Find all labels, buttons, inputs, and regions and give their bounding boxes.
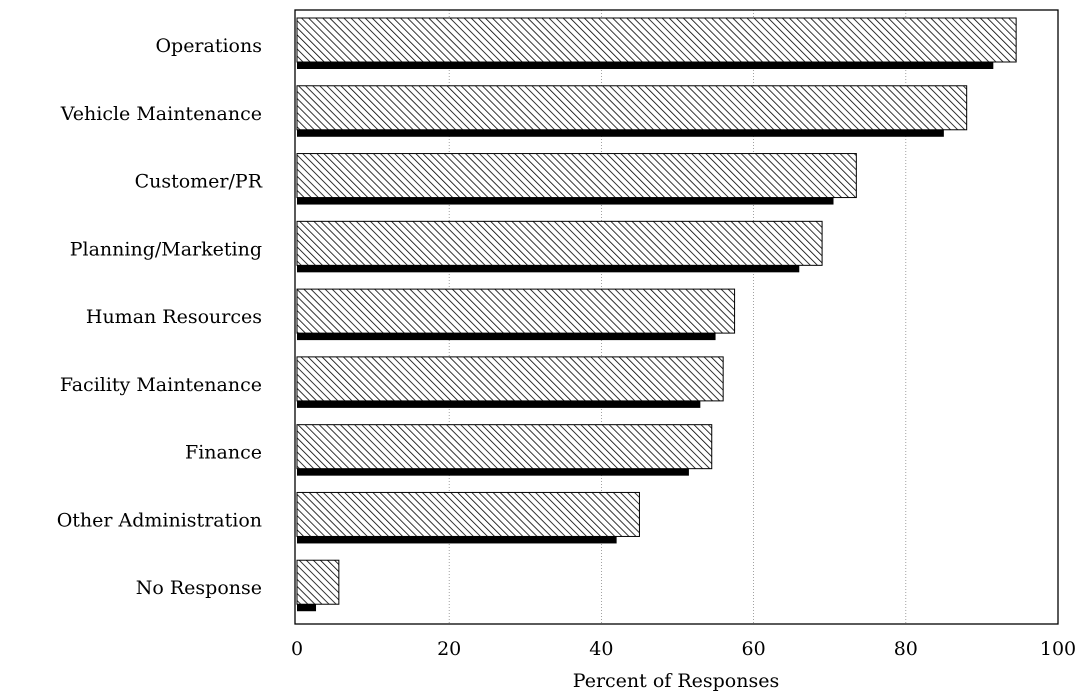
bar-hatched-1 — [296, 85, 968, 131]
plot-frame — [294, 9, 1059, 625]
bar-hatched-0 — [296, 17, 1017, 63]
bars — [296, 17, 1017, 612]
category-label: Planning/Marketing — [70, 238, 262, 260]
category-label: No Response — [136, 577, 262, 599]
bar-hatched-5 — [296, 356, 724, 402]
bar-solid-0 — [297, 62, 994, 69]
bar-hatched-7 — [296, 491, 640, 537]
bar-solid-4 — [297, 333, 716, 341]
x-tick-label: 40 — [589, 638, 613, 660]
bar-hatched-8 — [296, 559, 340, 605]
category-label: Vehicle Maintenance — [60, 103, 262, 125]
x-tick-label: 20 — [437, 638, 461, 660]
bar-solid-5 — [297, 400, 701, 408]
bar-solid-6 — [297, 468, 689, 476]
bar-solid-8 — [297, 604, 317, 612]
bar-hatched-4 — [296, 288, 736, 334]
bar-hatched-3 — [296, 220, 823, 266]
category-labels: Operations Vehicle Maintenance Customer/PR… — [57, 35, 263, 599]
x-axis-title: Percent of Responses — [573, 670, 779, 692]
bar-solid-1 — [297, 129, 944, 137]
category-label: Other Administration — [57, 509, 262, 531]
bar-hatched-2 — [296, 153, 857, 199]
x-tick-label: 60 — [742, 638, 766, 660]
x-tick-label: 80 — [894, 638, 918, 660]
category-label: Finance — [185, 442, 262, 464]
x-tick-label: 0 — [291, 638, 303, 660]
bar-solid-2 — [297, 197, 834, 205]
category-label: Human Resources — [86, 306, 262, 328]
x-tick-labels: 0 20 40 60 80 100 — [291, 638, 1076, 660]
category-label: Facility Maintenance — [60, 374, 262, 396]
bar-hatched-6 — [296, 424, 713, 470]
bar-solid-7 — [297, 536, 617, 544]
bar-solid-3 — [297, 265, 800, 273]
category-label: Operations — [155, 35, 262, 57]
category-label: Customer/PR — [135, 171, 263, 193]
x-tick-label: 100 — [1040, 638, 1076, 660]
